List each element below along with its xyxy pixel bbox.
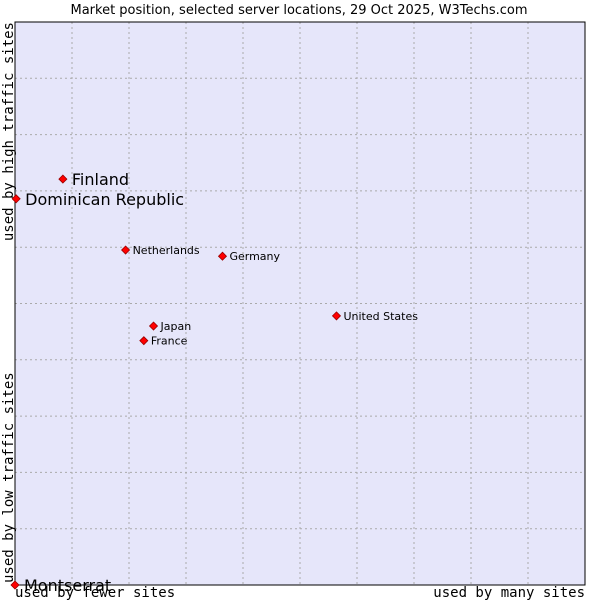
data-label-finland: Finland xyxy=(72,170,129,189)
plot-border xyxy=(14,21,586,586)
data-point-dominican-republic xyxy=(11,194,21,204)
data-label-united-states: United States xyxy=(343,310,418,323)
x-axis-label-low: used by fewer sites xyxy=(15,585,175,600)
data-label-japan: Japan xyxy=(160,320,192,333)
x-axis-label-high: used by many sites xyxy=(433,585,585,600)
y-axis-label-high: used by high traffic sites xyxy=(1,22,17,241)
data-label-netherlands: Netherlands xyxy=(133,244,200,257)
data-label-france: France xyxy=(151,335,188,348)
data-point-france xyxy=(139,336,149,346)
data-point-united-states xyxy=(331,311,342,321)
data-label-montserrat: Montserrat xyxy=(24,576,111,595)
y-axis-label-low: used by low traffic sites xyxy=(1,372,17,583)
chart-title: Market position, selected server locatio… xyxy=(70,3,527,18)
grid-lines xyxy=(15,22,585,585)
data-point-montserrat xyxy=(10,580,20,590)
data-point-japan xyxy=(148,321,159,331)
data-label-germany: Germany xyxy=(229,250,280,263)
data-point-netherlands xyxy=(121,245,131,255)
data-point-finland xyxy=(58,174,68,184)
data-point-germany xyxy=(217,251,228,261)
data-label-dominican-republic: Dominican Republic xyxy=(25,190,184,209)
